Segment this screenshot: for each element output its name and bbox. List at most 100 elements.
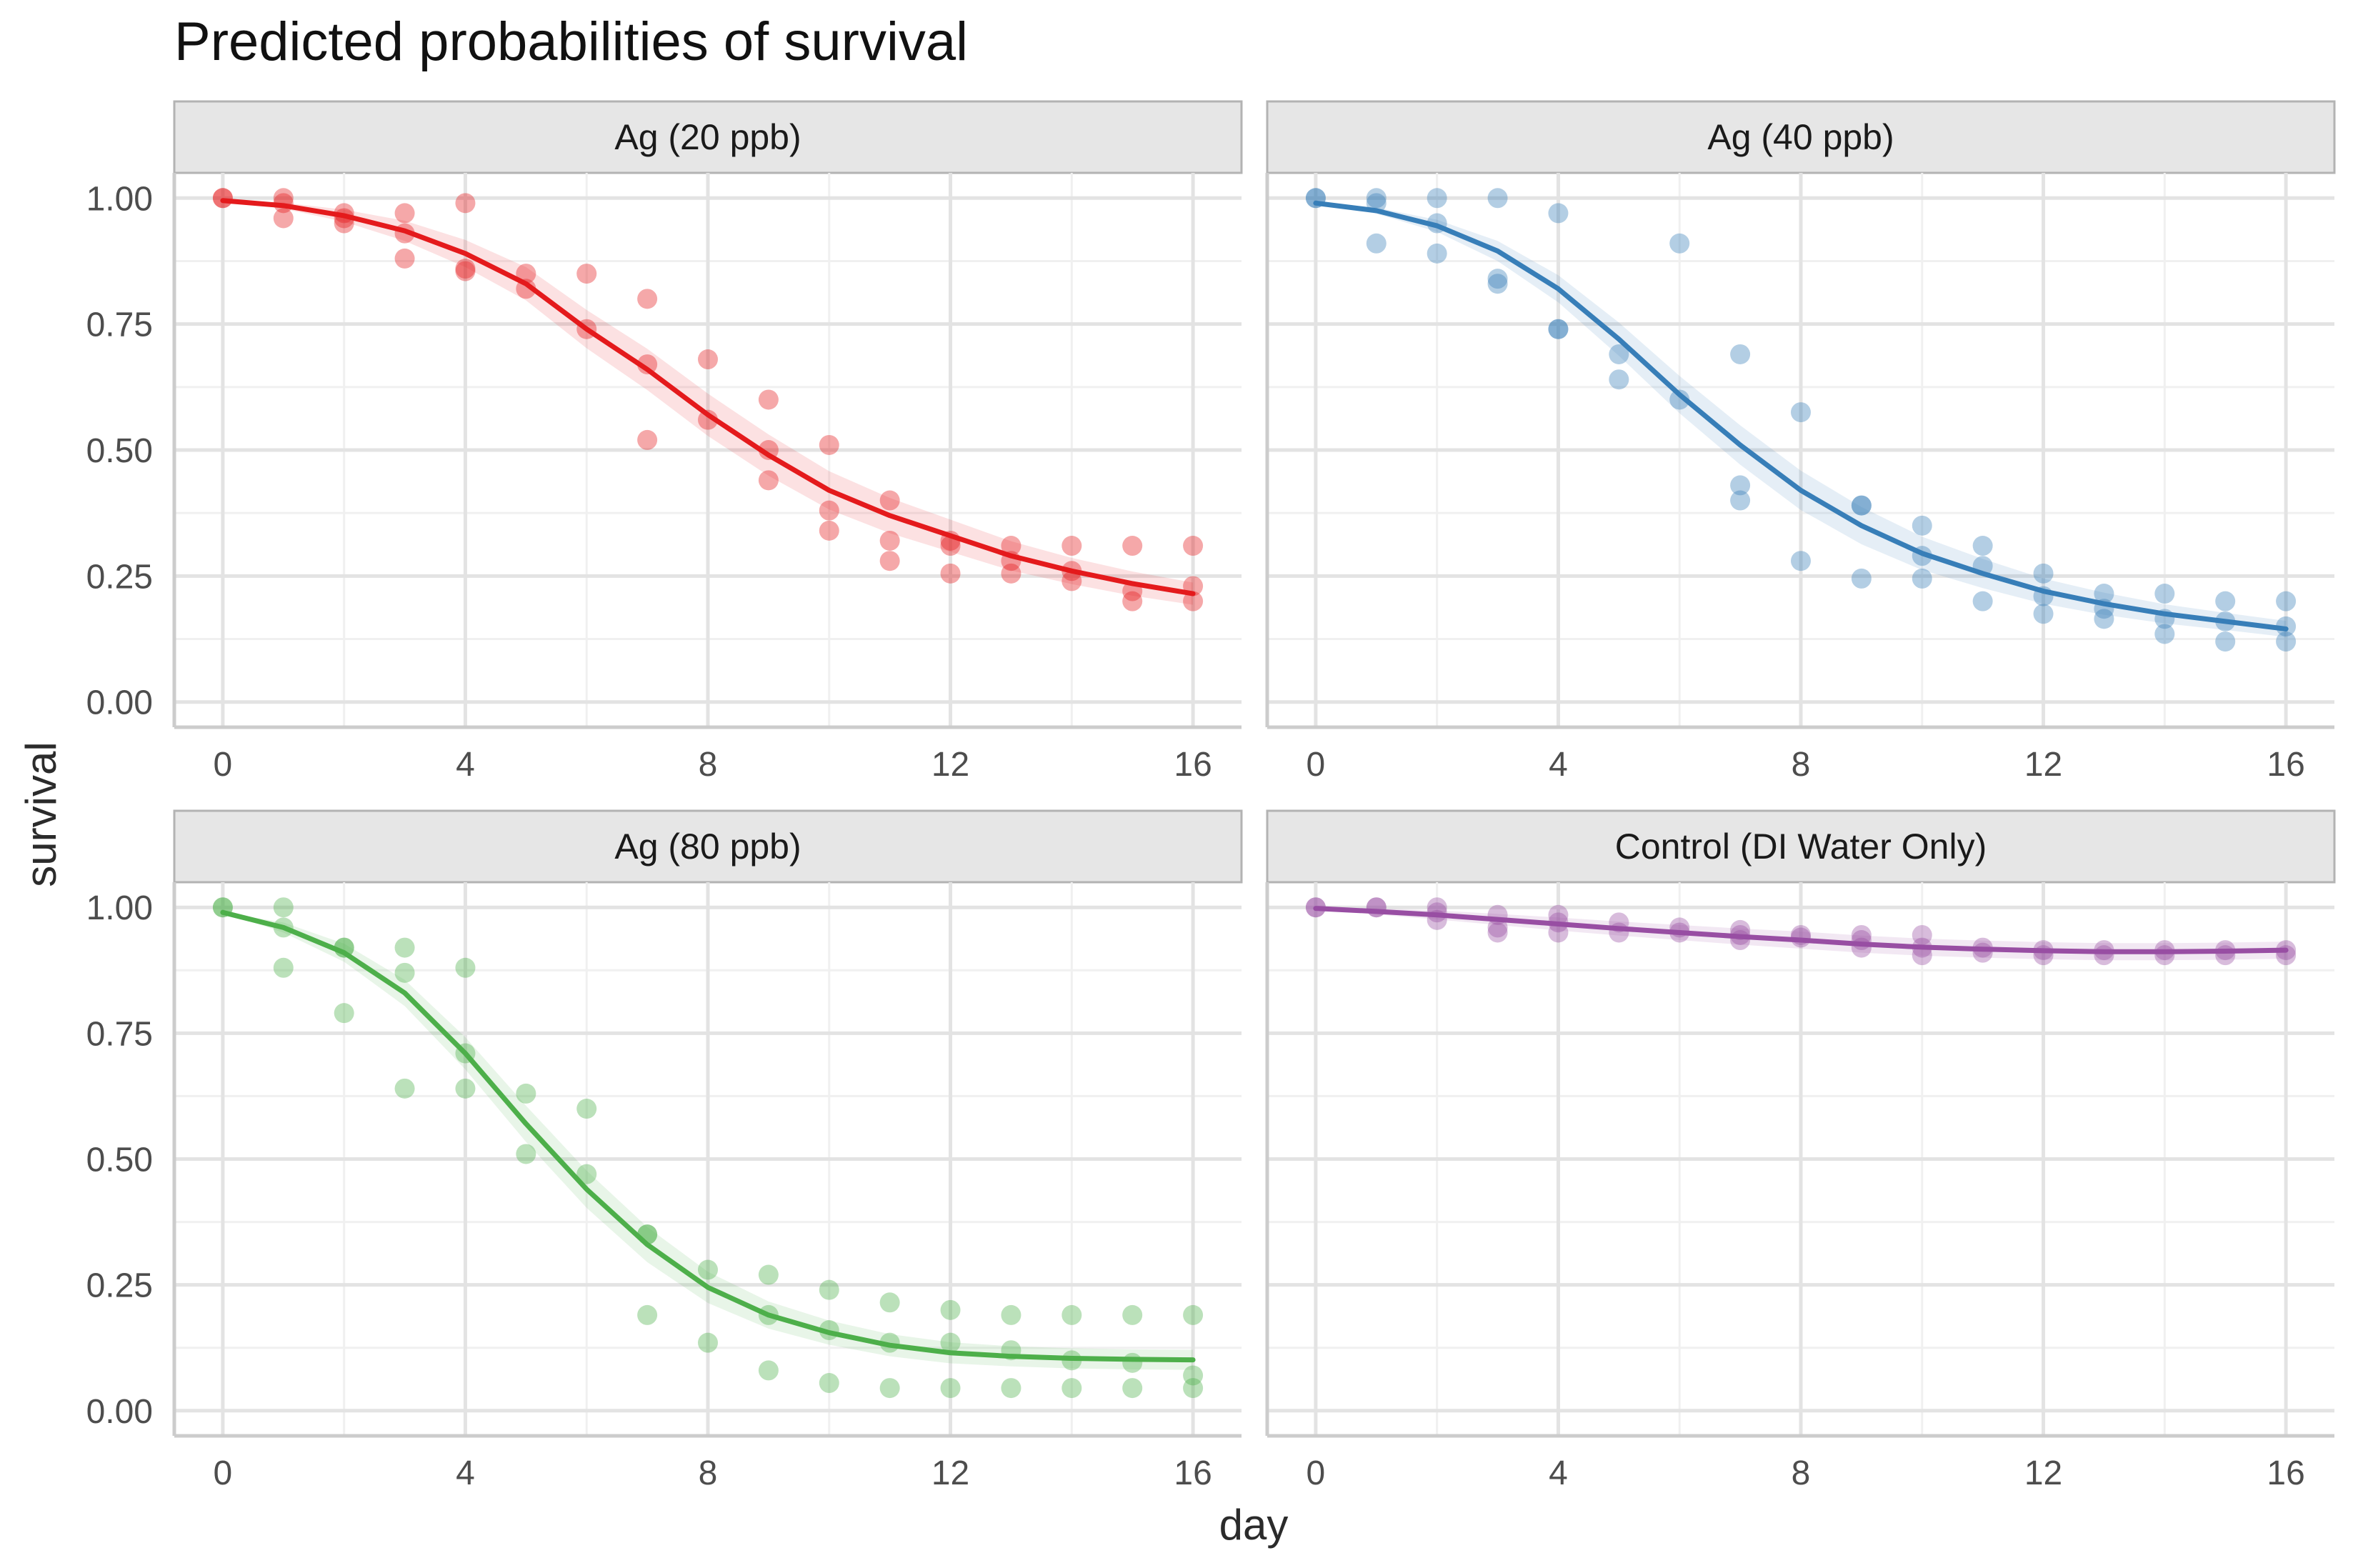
data-point [1609, 344, 1629, 364]
data-point [455, 261, 476, 281]
data-point [1851, 495, 1872, 516]
data-point [455, 193, 476, 214]
fitted-line [1313, 200, 2289, 631]
data-point [1001, 1304, 1021, 1325]
data-point [273, 897, 294, 918]
data-point [1122, 1378, 1143, 1399]
data-point [576, 264, 597, 284]
y-tick-label: 0.50 [86, 1142, 153, 1179]
data-point [1548, 904, 1569, 925]
x-tick-label: 0 [1307, 1454, 1326, 1492]
data-point [1001, 1378, 1021, 1399]
data-point [1427, 188, 1447, 209]
data-point [1851, 937, 1872, 958]
y-tick-label: 1.00 [86, 180, 153, 218]
data-point [2276, 591, 2297, 611]
data-point [1609, 369, 1629, 390]
data-point [2094, 584, 2114, 604]
data-point [1366, 188, 1387, 209]
confidence-band [222, 912, 1194, 1370]
data-point [1730, 475, 1751, 496]
y-tick-label: 0.00 [86, 1393, 153, 1431]
data-point [1730, 490, 1751, 511]
data-point [1001, 563, 1021, 584]
data-point [1791, 402, 1811, 423]
x-tick-label: 12 [2024, 1454, 2062, 1492]
data-point [940, 1299, 961, 1320]
data-point [2215, 945, 2236, 966]
data-point [1972, 942, 1993, 963]
x-tick-label: 16 [1174, 1454, 1212, 1492]
y-tick-label: 0.50 [86, 432, 153, 470]
data-point [1548, 319, 1569, 339]
data-point [516, 1144, 536, 1164]
data-point [698, 1332, 718, 1353]
data-point [2094, 609, 2114, 629]
data-point [2154, 945, 2175, 966]
x-tick-label: 16 [1174, 746, 1212, 784]
x-axis-title: day [1219, 1501, 1289, 1549]
data-point [212, 188, 233, 209]
x-tick-label: 4 [1549, 1454, 1568, 1492]
data-point [394, 962, 415, 983]
chart-title: Predicted probabilities of survival [174, 11, 968, 72]
data-point [455, 1078, 476, 1099]
data-point [1001, 536, 1021, 556]
data-point [1972, 591, 1993, 611]
data-point [758, 389, 779, 410]
data-point [1669, 389, 1690, 410]
data-point [1730, 930, 1751, 951]
data-point [273, 208, 294, 229]
data-point [1366, 233, 1387, 254]
data-point [1061, 1304, 1082, 1325]
data-point [637, 1304, 658, 1325]
data-point [1912, 568, 1932, 589]
facet-panel-4: Control (DI Water Only) 0 4 8 12 16 [1265, 809, 2336, 1492]
data-point [819, 1279, 839, 1300]
data-point [1669, 233, 1690, 254]
data-point [819, 1373, 839, 1394]
data-point [940, 536, 961, 556]
data-point [1366, 897, 1387, 918]
data-point [879, 551, 900, 571]
data-point [879, 1292, 900, 1313]
facet-strip-label: Ag (80 ppb) [614, 827, 801, 867]
x-tick-label: 8 [1792, 746, 1811, 784]
data-point [1183, 591, 1204, 611]
data-point [1548, 319, 1569, 339]
data-point [576, 1099, 597, 1119]
facet-strip [173, 100, 1243, 174]
data-point [698, 409, 718, 430]
data-point [1487, 917, 1508, 938]
data-point [394, 203, 415, 224]
x-tick-label: 12 [2024, 746, 2062, 784]
data-point [1912, 945, 1932, 966]
facet-strip-label: Control (DI Water Only) [1615, 827, 1987, 867]
data-point [1122, 1352, 1143, 1373]
facet-strip-label: Ag (20 ppb) [614, 117, 801, 157]
data-point [879, 1378, 900, 1399]
x-tick-label: 0 [214, 746, 233, 784]
data-point [758, 470, 779, 491]
data-point [576, 1164, 597, 1184]
x-tick-label: 16 [2267, 1454, 2304, 1492]
data-point [940, 1378, 961, 1399]
data-point [1183, 1304, 1204, 1325]
data-point [637, 289, 658, 309]
data-point [2215, 591, 2236, 611]
facet-panel-2: Ag (40 ppb) 0 4 8 12 16 [1265, 100, 2336, 784]
confidence-band [1315, 908, 2287, 961]
data-point [1427, 243, 1447, 264]
data-point [1851, 924, 1872, 945]
data-point [2154, 584, 2175, 604]
data-point [819, 434, 839, 455]
data-point [1487, 188, 1508, 209]
data-point [698, 349, 718, 370]
x-tick-label: 8 [1792, 1454, 1811, 1492]
data-point [758, 440, 779, 460]
data-point [758, 1264, 779, 1285]
x-tick-label: 12 [931, 1454, 969, 1492]
data-point [1548, 203, 1569, 224]
data-point [334, 1003, 354, 1024]
facet-strip [1266, 100, 2336, 174]
